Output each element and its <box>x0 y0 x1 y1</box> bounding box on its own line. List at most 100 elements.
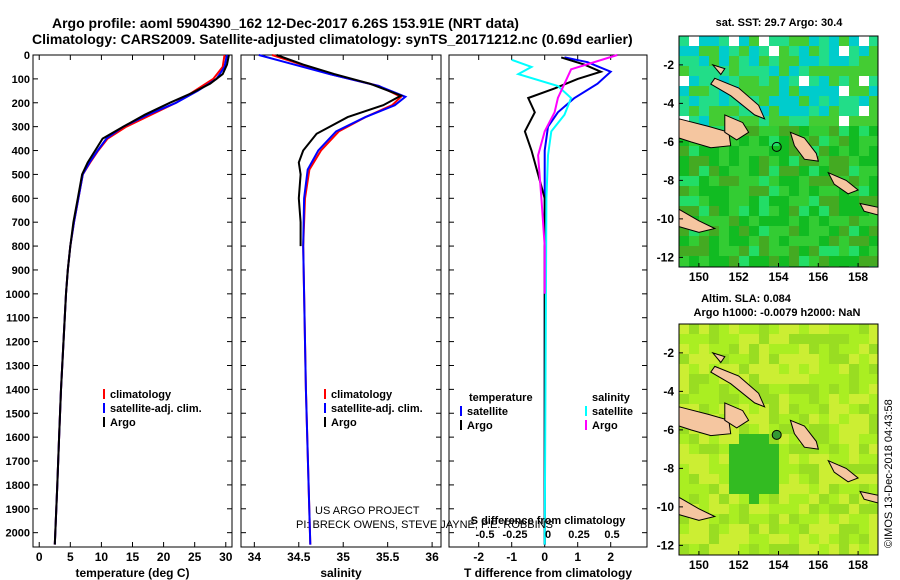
map-cell <box>769 544 779 554</box>
land-mass <box>827 171 860 195</box>
series-line-argo <box>53 54 230 545</box>
map-cell <box>679 524 689 534</box>
map-cell <box>759 86 769 96</box>
map-cell <box>689 106 699 116</box>
map-cell <box>779 334 789 344</box>
map-cell <box>779 56 789 66</box>
map-cell <box>709 146 719 156</box>
map-cell <box>799 414 809 424</box>
map-cell <box>739 454 749 464</box>
map-cell <box>679 76 689 86</box>
map-cell <box>849 146 859 156</box>
map-cell <box>789 374 799 384</box>
map-cell <box>809 206 819 216</box>
map-cell <box>819 524 829 534</box>
map-cell <box>709 504 719 514</box>
map-cell <box>779 434 789 444</box>
map-cell <box>769 334 779 344</box>
map-cell <box>739 216 749 226</box>
map-cell <box>859 146 869 156</box>
map-cell <box>819 384 829 394</box>
map-cell <box>749 464 759 474</box>
map-cell <box>749 196 759 206</box>
map-cell <box>699 504 709 514</box>
map-cell <box>699 246 709 256</box>
map-cell <box>699 444 709 454</box>
map-cell <box>689 354 699 364</box>
map-cell <box>789 206 799 216</box>
map-cell <box>869 364 878 374</box>
map-cell <box>699 354 709 364</box>
map-cell <box>769 454 779 464</box>
map-cell <box>749 404 759 414</box>
map-lat-label: -4 <box>663 384 674 398</box>
map-cell <box>699 196 709 206</box>
map-cell <box>729 444 739 454</box>
map-cell <box>699 206 709 216</box>
map-cell <box>849 374 859 384</box>
map-cell <box>809 196 819 206</box>
map-cell <box>809 364 819 374</box>
map-cell <box>689 36 699 46</box>
map-cell <box>809 76 819 86</box>
map-cell <box>759 166 769 176</box>
map-cell <box>719 196 729 206</box>
map-cell <box>699 96 709 106</box>
map-cell <box>679 454 689 464</box>
map-cell <box>739 186 749 196</box>
map-cell <box>859 36 869 46</box>
map-cell <box>859 484 869 494</box>
map-cell <box>839 196 849 206</box>
map-cell <box>819 494 829 504</box>
map-cell <box>689 56 699 66</box>
map-cell <box>789 256 799 266</box>
map-cell <box>689 384 699 394</box>
map-cell <box>789 464 799 474</box>
map-cell <box>689 404 699 414</box>
map-cell <box>819 394 829 404</box>
map-cell <box>689 394 699 404</box>
map-cell <box>739 544 749 554</box>
depth-tick-label: 900 <box>12 265 30 277</box>
map-cell <box>689 86 699 96</box>
sla-map-title-2: Argo h1000: -0.0079 h2000: NaN <box>694 307 861 319</box>
map-cell <box>779 394 789 404</box>
map-cell <box>679 66 689 76</box>
map-cell <box>799 534 809 544</box>
map-cell <box>859 404 869 414</box>
map-cell <box>829 514 839 524</box>
map-cell <box>859 444 869 454</box>
map-cell <box>699 56 709 66</box>
map-cell <box>849 354 859 364</box>
map-cell <box>809 216 819 226</box>
map-cell <box>829 186 839 196</box>
map-cell <box>859 454 869 464</box>
map-cell <box>739 444 749 454</box>
series-line-salinity-argo <box>537 54 618 294</box>
map-cell <box>789 344 799 354</box>
map-cell <box>839 334 849 344</box>
map-cell <box>719 206 729 216</box>
map-cell <box>789 394 799 404</box>
legend-entry: temperature <box>469 392 533 404</box>
map-cell <box>739 424 749 434</box>
map-cell <box>729 36 739 46</box>
secondary-tick-label: 0.25 <box>568 529 589 541</box>
map-cell <box>729 354 739 364</box>
map-cell <box>859 534 869 544</box>
map-cell <box>859 256 869 266</box>
map-cell <box>779 46 789 56</box>
map-cell <box>859 96 869 106</box>
map-cell <box>759 324 769 334</box>
map-cell <box>839 444 849 454</box>
map-cell <box>819 46 829 56</box>
map-cell <box>689 334 699 344</box>
depth-tick-label: 1600 <box>6 432 30 444</box>
map-cell <box>799 544 809 554</box>
map-cell <box>809 96 819 106</box>
map-cell <box>759 454 769 464</box>
x-axis-label: temperature (deg C) <box>75 566 189 580</box>
map-cell <box>809 106 819 116</box>
map-cell <box>769 354 779 364</box>
map-cell <box>689 434 699 444</box>
